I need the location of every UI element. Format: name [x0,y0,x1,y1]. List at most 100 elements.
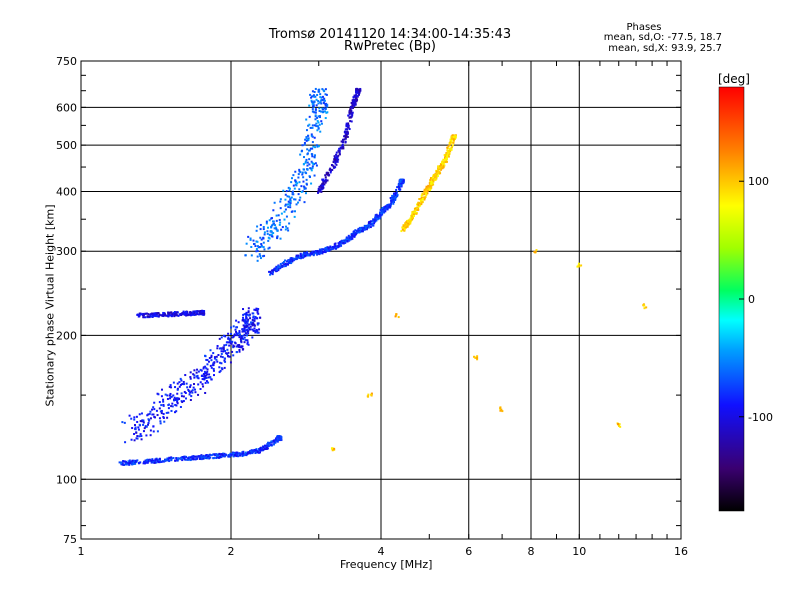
data-point [189,385,192,388]
data-point [321,95,324,98]
data-point [305,252,308,255]
data-point [175,314,178,317]
data-point [351,235,354,238]
data-point [238,330,241,333]
data-point [390,201,393,204]
data-point [182,380,185,383]
data-point [265,447,268,450]
data-point [445,157,448,160]
data-point [436,175,439,178]
data-point [321,99,324,102]
colorbar-tick-label: 0 [748,293,755,306]
data-point [223,344,226,347]
data-point [394,315,397,318]
data-point [169,396,172,399]
data-point [372,218,375,221]
colorbar-tick-label: -100 [748,411,773,424]
data-point [451,137,454,140]
data-point [339,146,342,149]
data-point [323,99,326,102]
data-point [201,312,204,315]
data-point [272,443,275,446]
data-point [316,116,319,119]
data-point [250,449,253,452]
data-point [133,460,136,463]
data-point [183,457,186,460]
data-point [288,195,291,198]
data-point [302,162,305,165]
data-point [371,224,374,227]
data-point [260,245,263,248]
data-point [354,231,357,234]
data-point [405,221,408,224]
data-point [267,247,270,250]
data-point [450,146,453,149]
data-point [189,399,192,402]
data-point [390,199,393,202]
data-point [209,364,212,367]
data-point [396,186,399,189]
data-point [138,413,141,416]
data-point [150,312,153,315]
data-point [255,328,258,331]
data-point [125,463,128,466]
data-point [306,168,309,171]
data-point [147,459,150,462]
data-point [348,237,351,240]
data-point [128,461,131,464]
data-point [156,315,159,318]
data-point [384,208,387,211]
data-point [304,187,307,190]
data-point [357,229,360,232]
data-point [334,245,337,248]
data-point [297,176,300,179]
data-point [156,430,159,433]
data-point [227,455,230,458]
data-point [406,220,409,223]
data-point [216,360,219,363]
data-point [319,116,322,119]
data-point [274,441,277,444]
data-point [345,237,348,240]
data-point [302,176,305,179]
data-point [204,375,207,378]
data-point [144,316,147,319]
data-point [207,381,210,384]
data-point [346,135,349,138]
data-point [161,314,164,317]
data-point [224,335,227,338]
data-point [194,391,197,394]
data-point [142,314,145,317]
data-point [353,235,356,238]
data-point [361,226,364,229]
data-point [296,255,299,258]
data-point [271,235,274,238]
data-point [162,415,165,418]
data-point [287,206,290,209]
data-point [275,437,278,440]
data-point [433,174,436,177]
data-point [283,218,286,221]
data-point [328,246,331,249]
data-point [215,457,218,460]
data-point [270,443,273,446]
data-point [408,220,411,223]
data-point [285,215,288,218]
data-point [333,157,336,160]
data-point [312,250,315,253]
data-point [175,458,178,461]
data-point [262,255,265,258]
data-point [210,354,213,357]
data-point [236,451,239,454]
data-point [402,225,405,228]
data-point [429,183,432,186]
data-point [244,322,247,325]
data-point [317,127,320,130]
data-point [223,452,226,455]
data-point [229,453,232,456]
data-point [322,108,325,111]
data-point [205,376,208,379]
data-point [580,264,583,267]
data-point [435,173,438,176]
data-point [188,393,191,396]
